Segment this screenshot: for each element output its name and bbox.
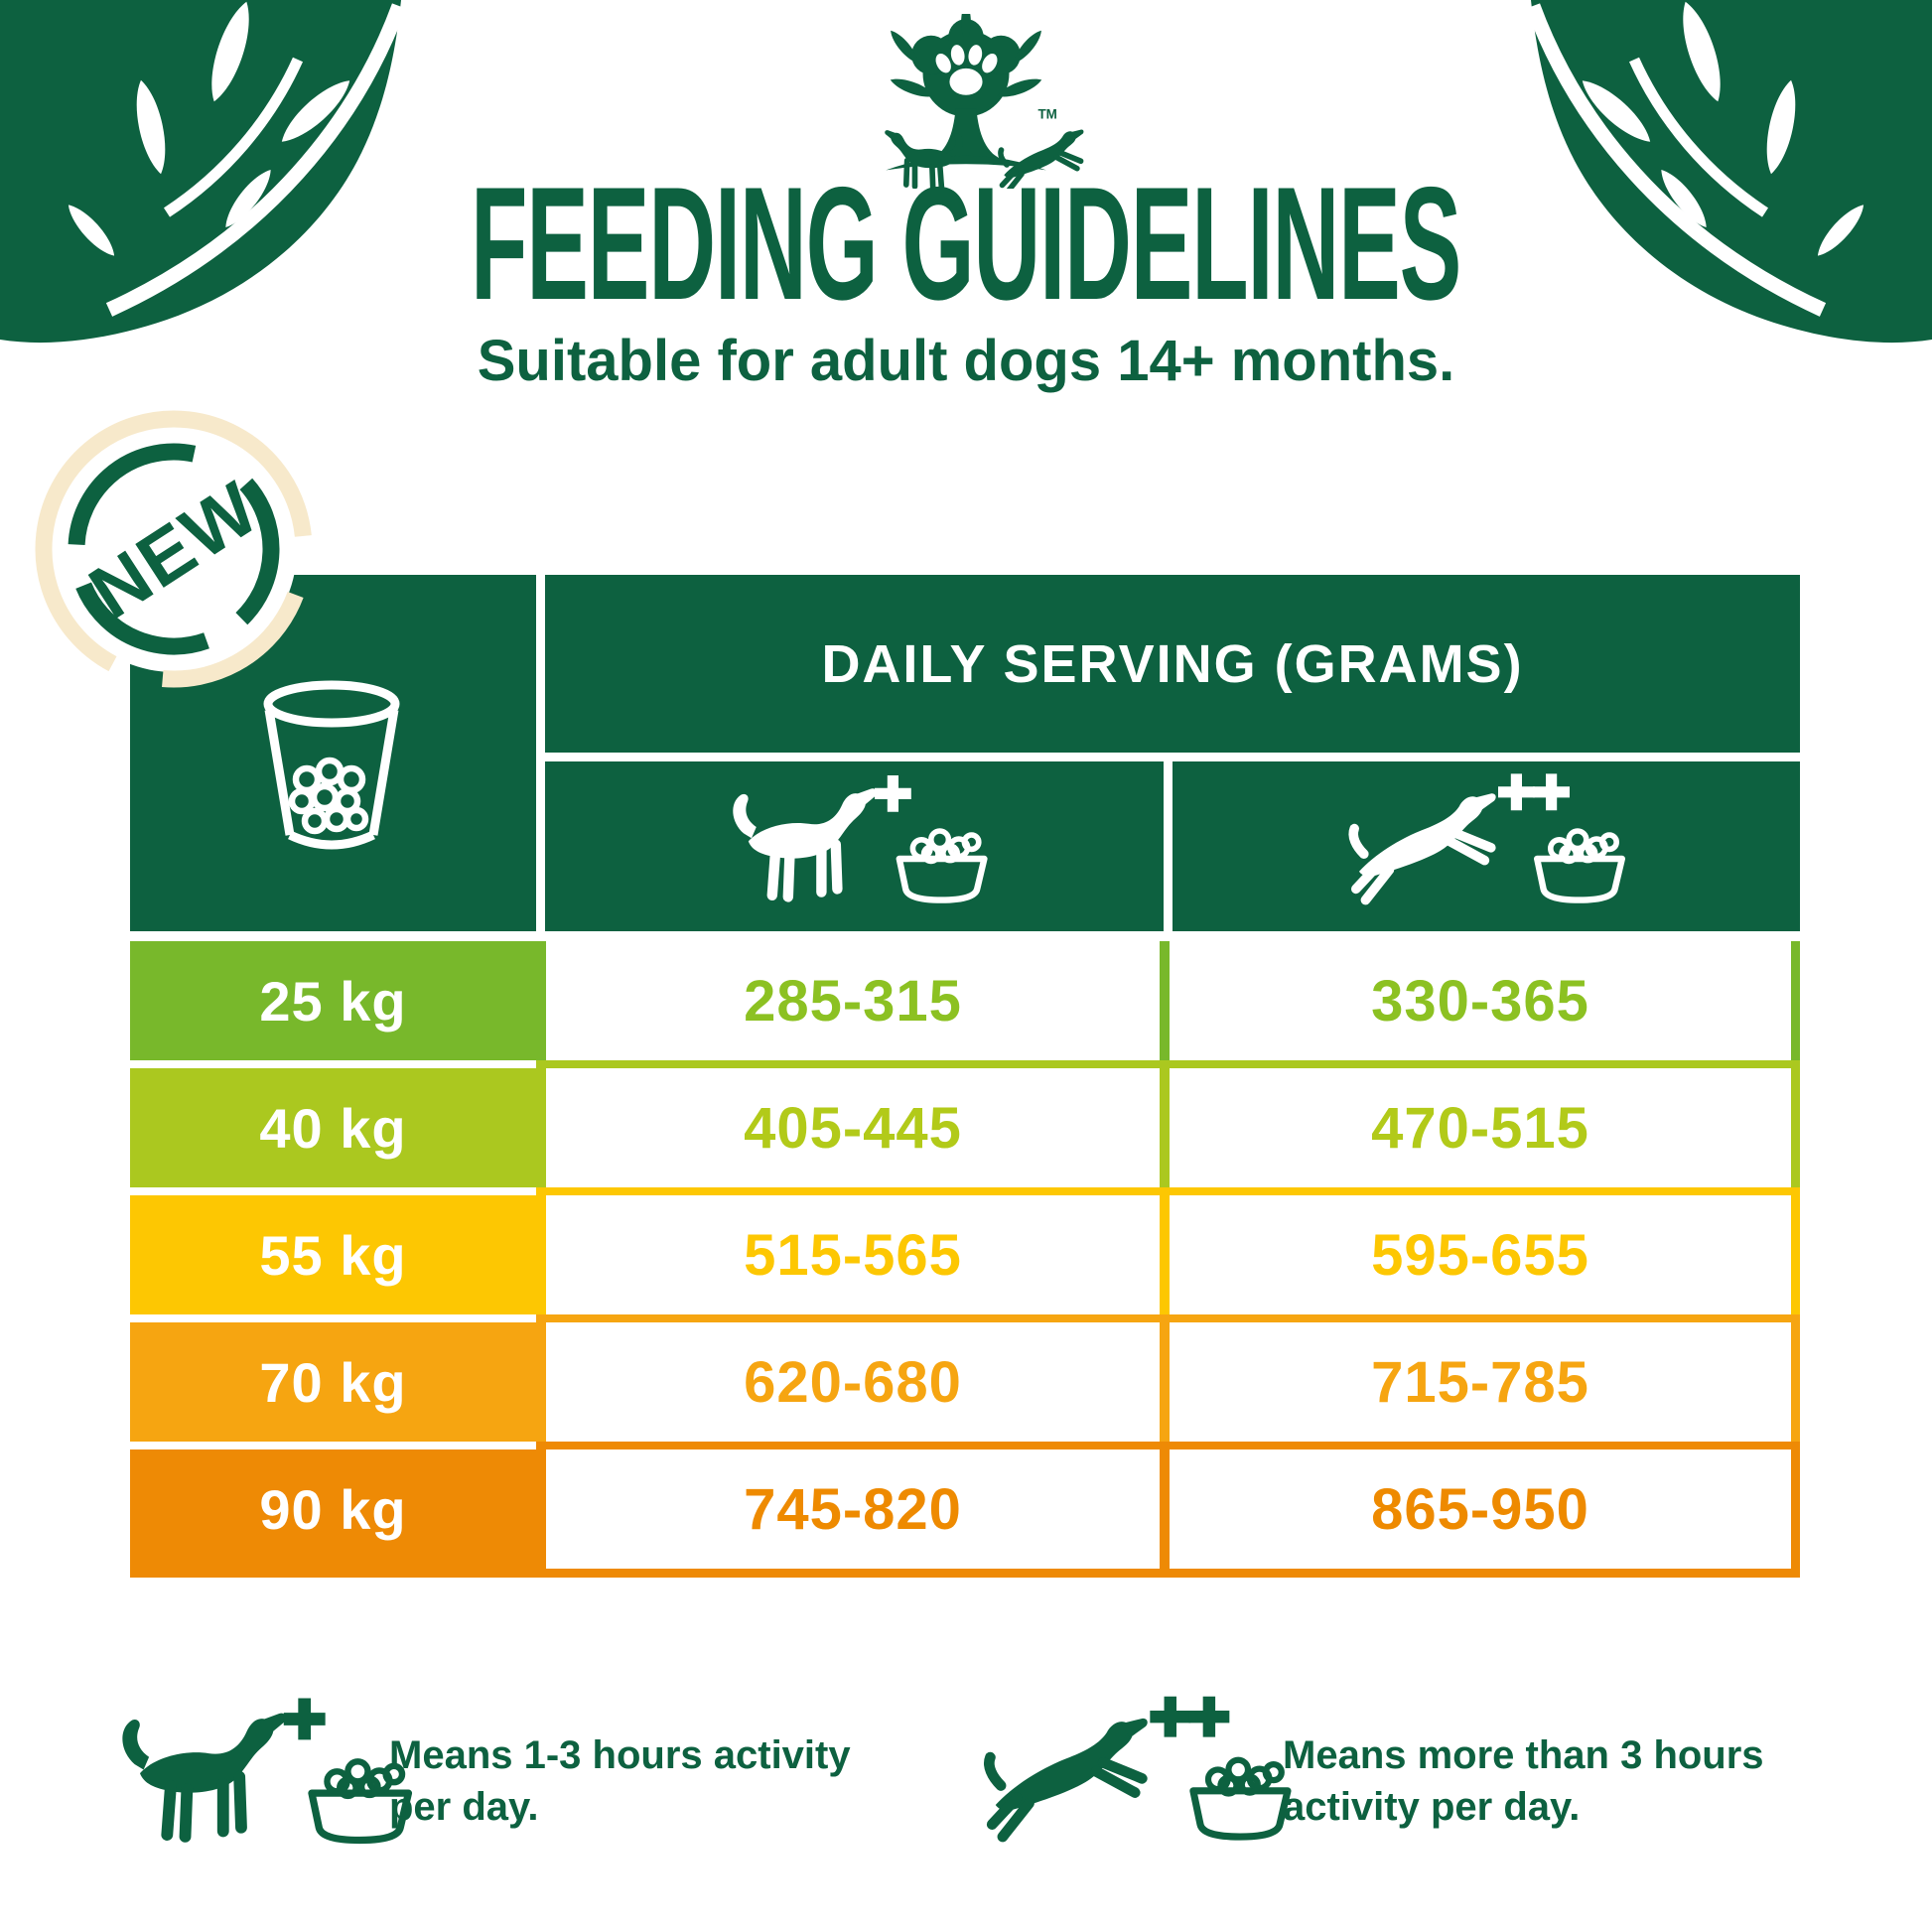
serving-value-moderate: 620-680 [546, 1322, 1160, 1442]
weight-cell: 70 kg [130, 1322, 536, 1442]
table-bottom-border [130, 1569, 1800, 1578]
legend-line: Means more than 3 hours [1283, 1733, 1764, 1777]
legend-line: per day. [389, 1785, 539, 1829]
serving-value-active: 470-515 [1170, 1068, 1791, 1187]
brand-tree-logo-icon: TM [832, 14, 1100, 189]
table-row-band: 515-565 595-655 [536, 1187, 1800, 1314]
column-header-high-activity [1173, 761, 1800, 931]
daily-serving-header: DAILY SERVING (GRAMS) [545, 575, 1800, 753]
serving-value-active: 330-365 [1170, 941, 1791, 1060]
weight-column-header [130, 575, 536, 931]
serving-value-active: 595-655 [1170, 1195, 1791, 1314]
weight-cell: 90 kg [130, 1449, 536, 1569]
serving-value-active: 715-785 [1170, 1322, 1791, 1442]
legend-line: activity per day. [1283, 1785, 1581, 1829]
serving-value-moderate: 745-820 [546, 1449, 1160, 1569]
serving-value-moderate: 515-565 [546, 1195, 1160, 1314]
table-row-band: 405-445 470-515 [536, 1060, 1800, 1187]
dog-standing-plus-bowl-icon [686, 771, 1024, 922]
corner-leaves-right-icon [1525, 0, 1932, 344]
table-row-band: 745-820 865-950 [536, 1442, 1800, 1578]
weight-cell: 40 kg [130, 1068, 536, 1187]
table-row-band: 285-315 330-365 [536, 941, 1800, 1060]
column-header-moderate-activity [545, 761, 1164, 931]
trademark-symbol: TM [1037, 107, 1056, 122]
legend-dog-standing-plus-bowl-icon [107, 1694, 415, 1865]
kibble-cup-icon [263, 680, 400, 850]
serving-value-active: 865-950 [1170, 1449, 1791, 1569]
corner-leaves-left-icon [0, 0, 407, 344]
dog-jumping-double-plus-bowl-icon [1308, 771, 1665, 922]
legend-dog-jumping-double-plus-bowl-icon [978, 1694, 1296, 1862]
new-badge: NEW [35, 410, 313, 688]
serving-value-moderate: 405-445 [546, 1068, 1160, 1187]
table-row-band: 620-680 715-785 [536, 1314, 1800, 1442]
weight-cell: 25 kg [130, 941, 536, 1060]
legend-item-moderate: Means 1-3 hours activity per day. [389, 1729, 851, 1833]
page-title: FEEDING GUIDELINES [471, 154, 1461, 334]
legend-line: Means 1-3 hours activity [389, 1733, 851, 1777]
serving-value-moderate: 285-315 [546, 941, 1160, 1060]
page-subtitle: Suitable for adult dogs 14+ months. [477, 329, 1455, 393]
weight-cell: 55 kg [130, 1195, 536, 1314]
legend-item-high-activity: Means more than 3 hours activity per day… [1283, 1729, 1764, 1833]
